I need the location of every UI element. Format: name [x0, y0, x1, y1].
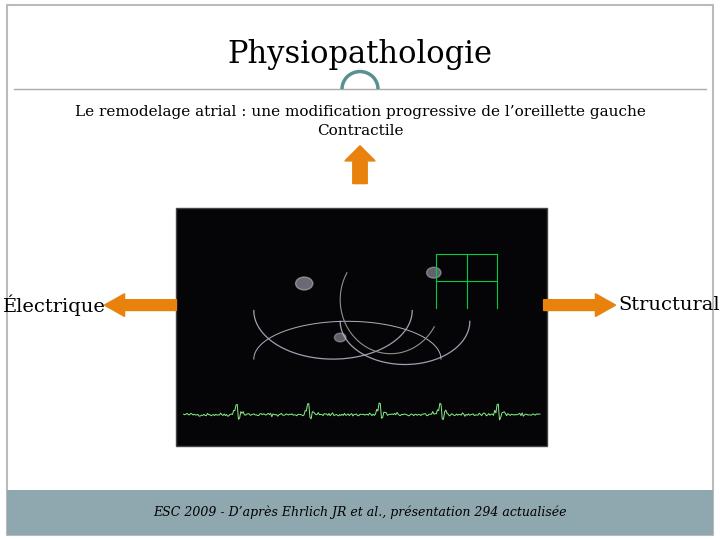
- FancyArrow shape: [104, 294, 176, 316]
- Text: Le remodelage atrial : une modification progressive de l’oreillette gauche: Le remodelage atrial : une modification …: [75, 105, 645, 119]
- FancyArrow shape: [544, 294, 616, 316]
- Circle shape: [334, 333, 346, 342]
- Text: Électrique: Électrique: [3, 294, 105, 316]
- Text: Physiopathologie: Physiopathologie: [228, 38, 492, 70]
- Text: Contractile: Contractile: [317, 124, 403, 138]
- Circle shape: [295, 277, 312, 290]
- Bar: [7, 490, 713, 535]
- Circle shape: [426, 267, 441, 278]
- FancyArrow shape: [345, 146, 375, 184]
- Text: ESC 2009 - D’après Ehrlich JR et al., présentation 294 actualisée: ESC 2009 - D’après Ehrlich JR et al., pr…: [153, 505, 567, 518]
- Bar: [176, 208, 547, 446]
- FancyBboxPatch shape: [7, 5, 713, 535]
- Text: Structural: Structural: [618, 296, 720, 314]
